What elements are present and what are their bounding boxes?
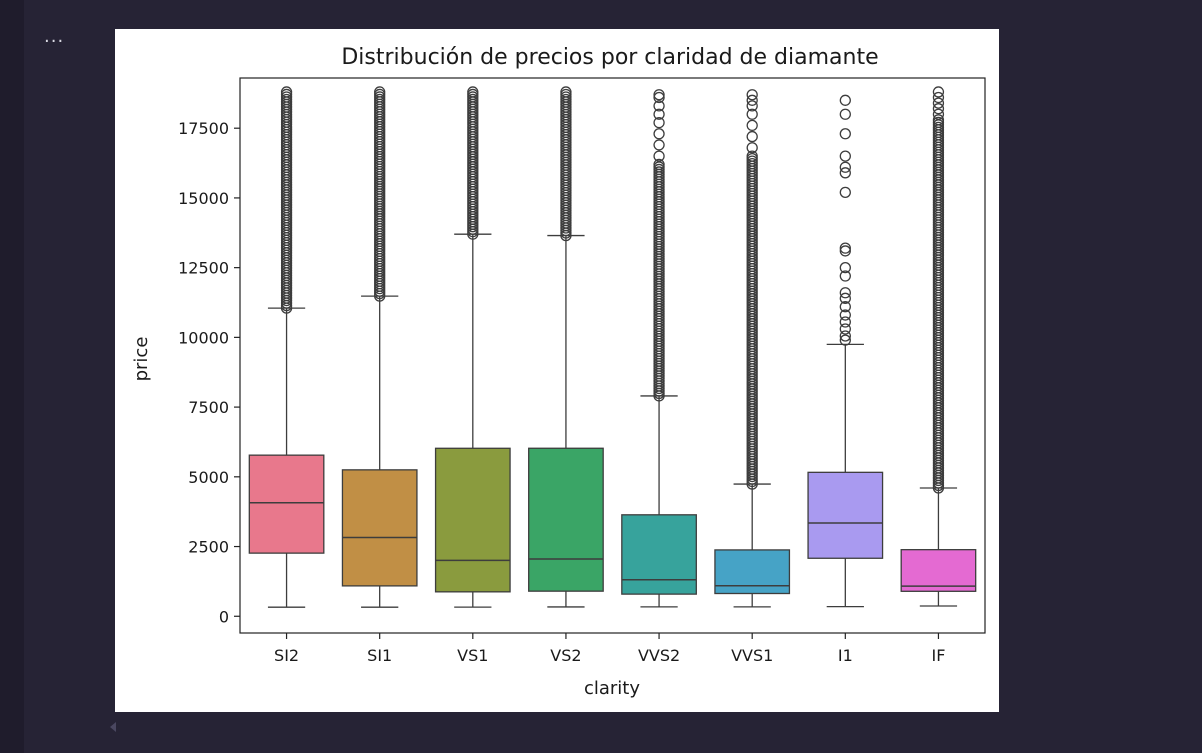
box-iqr	[528, 447, 604, 592]
outlier-point	[746, 94, 758, 106]
outlier-point	[746, 142, 758, 154]
outlier-point	[746, 100, 758, 112]
outlier-point	[839, 108, 851, 120]
x-tick-label: I1	[838, 646, 853, 665]
x-axis-label: clarity	[584, 678, 640, 699]
outlier-point	[839, 316, 851, 328]
output-menu-button[interactable]: ...	[44, 26, 65, 47]
y-tick-label: 10000	[178, 328, 229, 347]
outlier-point	[560, 86, 572, 98]
outlier-point	[839, 245, 851, 257]
outlier-point	[839, 323, 851, 335]
box-si2	[248, 86, 325, 608]
outlier-point	[839, 128, 851, 140]
outlier-point	[653, 116, 665, 129]
outlier-point	[839, 261, 851, 274]
x-tick-label: SI2	[274, 646, 299, 665]
outlier-point	[746, 89, 758, 101]
scroll-left-arrow[interactable]	[110, 722, 116, 732]
y-tick-label: 2500	[188, 538, 229, 557]
box-iqr	[807, 471, 884, 559]
outlier-point	[932, 97, 945, 109]
box-vs2	[528, 86, 604, 608]
outlier-point	[839, 334, 851, 346]
outlier-point	[932, 91, 945, 104]
y-axis-label: price	[131, 337, 152, 382]
outlier-point	[653, 158, 665, 171]
outlier-point	[746, 150, 758, 162]
outlier-point	[653, 100, 665, 112]
outlier-point	[653, 150, 665, 162]
y-tick-label: 12500	[178, 259, 229, 278]
box-iqr	[900, 549, 977, 592]
outlier-point	[839, 287, 851, 299]
box-iqr	[714, 549, 791, 595]
outlier-point	[653, 108, 665, 120]
outlier-point	[839, 242, 851, 254]
outlier-point	[839, 167, 851, 179]
box-iqr	[248, 454, 325, 554]
outlier-point	[746, 119, 758, 132]
outlier-point	[374, 86, 386, 98]
outlier-point	[932, 86, 945, 98]
outlier-point	[467, 86, 479, 98]
x-tick-label: SI1	[367, 646, 392, 665]
outlier-point	[839, 330, 851, 342]
outlier-point	[839, 270, 851, 282]
box-if	[900, 86, 977, 607]
outlier-point	[839, 309, 851, 321]
outlier-point	[839, 301, 851, 313]
cell-gutter	[0, 0, 24, 753]
x-tick-label: VS2	[550, 646, 581, 665]
boxplot-chart: Distribución de precios por claridad de …	[131, 45, 986, 699]
outlier-point	[746, 108, 758, 120]
y-tick-label: 0	[219, 607, 229, 626]
outlier-point	[839, 94, 851, 106]
outlier-point	[653, 89, 665, 101]
outlier-point	[746, 130, 758, 143]
box-vs1	[434, 86, 511, 608]
chart-title: Distribución de precios por claridad de …	[341, 45, 878, 70]
box-vvs2	[621, 89, 697, 608]
y-tick-label: 5000	[188, 468, 229, 487]
box-iqr	[621, 514, 697, 595]
x-tick-label: VVS1	[731, 646, 773, 665]
outlier-point	[653, 128, 665, 140]
x-tick-label: IF	[931, 646, 945, 665]
outlier-point	[932, 114, 945, 126]
outlier-point	[653, 91, 665, 104]
outlier-point	[839, 292, 851, 304]
outlier-point	[839, 150, 851, 162]
outlier-point	[280, 86, 293, 98]
outlier-point	[839, 186, 851, 198]
box-iqr	[341, 469, 418, 587]
outlier-point	[932, 108, 945, 120]
y-tick-label: 7500	[188, 398, 229, 417]
x-tick-label: VS1	[457, 646, 488, 665]
box-iqr	[434, 447, 511, 593]
box-vvs1	[714, 89, 791, 608]
box-i1	[807, 94, 884, 608]
y-tick-label: 17500	[178, 119, 229, 138]
outlier-point	[839, 161, 851, 173]
x-tick-label: VVS2	[638, 646, 680, 665]
box-si1	[341, 86, 418, 608]
outlier-point	[932, 103, 945, 115]
plot-frame	[239, 77, 986, 634]
outlier-point	[653, 139, 665, 151]
y-tick-label: 15000	[178, 189, 229, 208]
chart-figure: Distribución de precios por claridad de …	[115, 29, 999, 712]
